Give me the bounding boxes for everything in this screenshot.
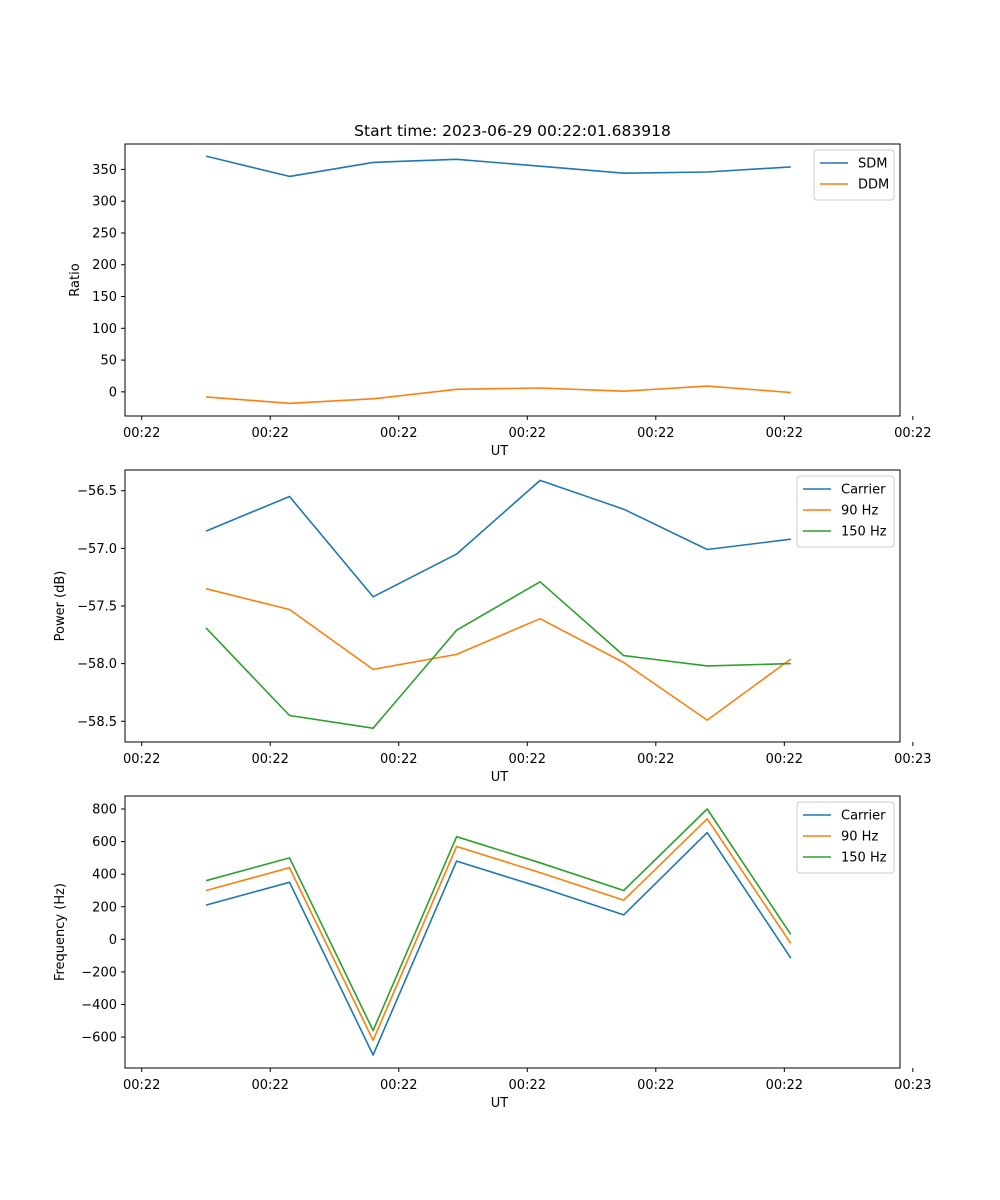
y-tick-label: −600	[81, 1031, 117, 1046]
x-axis-label: UT	[491, 1096, 509, 1111]
x-tick-label: 00:22	[766, 426, 803, 441]
y-tick-label: −57.5	[77, 600, 117, 615]
series-line-carrier	[205, 831, 792, 1056]
y-axis-label: Frequency (Hz)	[53, 883, 68, 981]
y-tick-label: −57.0	[77, 542, 117, 557]
axes-frame	[124, 795, 901, 1069]
legend-box	[796, 801, 895, 874]
x-tick-label: 00:22	[380, 752, 417, 767]
legend-entry: SDM	[858, 157, 887, 172]
x-tick-label: 00:22	[251, 426, 288, 441]
legend-entry: 90 Hz	[841, 830, 878, 845]
x-tick-label: 00:22	[637, 1078, 674, 1093]
y-tick-label: 100	[92, 322, 117, 337]
x-tick-label: 00:22	[380, 426, 417, 441]
y-tick-label: 400	[92, 868, 117, 883]
x-tick-label: 00:22	[251, 1078, 288, 1093]
y-axis-label: Ratio	[68, 263, 83, 296]
y-tick-label: 600	[92, 835, 117, 850]
y-tick-label: 300	[92, 195, 117, 210]
x-axis-label: UT	[491, 770, 509, 785]
legend-entry: 90 Hz	[841, 504, 878, 519]
y-tick-label: 0	[109, 933, 117, 948]
x-tick-label: 00:22	[251, 752, 288, 767]
series-line-90-hz	[205, 817, 792, 1042]
legend-entry: Carrier	[841, 809, 886, 824]
x-tick-label: 00:22	[123, 752, 160, 767]
x-tick-label: 00:22	[509, 426, 546, 441]
x-tick-label: 00:22	[123, 1078, 160, 1093]
y-tick-label: 50	[100, 354, 117, 369]
x-tick-label: 00:23	[894, 1078, 931, 1093]
legend: Carrier 90 Hz 150 Hz	[796, 475, 895, 548]
chart-panel-3: 00:22 00:22 00:22 00:22 00:22 00:22 00:23 −600 −…	[53, 795, 932, 1111]
legend: Carrier 90 Hz 150 Hz	[796, 801, 895, 874]
series-line-90-hz	[205, 587, 792, 721]
chart-panel-1: 00:22 00:22 00:22 00:22 00:22 00:22 00:22 0 50 10…	[68, 122, 932, 459]
x-tick-label: 00:22	[509, 752, 546, 767]
x-tick-label: 00:22	[637, 426, 674, 441]
series-line-150-hz	[205, 808, 792, 1032]
y-tick-label: 250	[92, 226, 117, 241]
chart-title: Start time: 2023-06-29 00:22:01.683918	[354, 122, 671, 140]
legend-entry: Carrier	[841, 483, 886, 498]
y-tick-label: 0	[109, 385, 117, 400]
y-tick-label: −400	[81, 998, 117, 1013]
legend-entry: 150 Hz	[841, 851, 887, 866]
y-axis-label: Power (dB)	[53, 571, 68, 642]
x-tick-label: 00:23	[894, 752, 931, 767]
legend-entry: DDM	[858, 178, 889, 193]
x-tick-label: 00:22	[766, 752, 803, 767]
legend-entry: 150 Hz	[841, 525, 887, 540]
x-tick-label: 00:22	[766, 1078, 803, 1093]
series-line-carrier	[205, 479, 791, 598]
y-tick-label: 800	[92, 803, 117, 818]
series-line-ddm	[205, 385, 791, 405]
y-tick-label: 150	[92, 290, 117, 305]
x-tick-label: 00:22	[637, 752, 674, 767]
legend-box	[796, 475, 895, 548]
series-line-sdm	[205, 155, 791, 178]
y-tick-label: −58.5	[77, 715, 117, 730]
legend: SDM DDM	[813, 149, 895, 201]
x-tick-label: 00:22	[380, 1078, 417, 1093]
x-tick-label: 00:22	[894, 426, 931, 441]
y-tick-label: 200	[92, 258, 117, 273]
x-tick-label: 00:22	[123, 426, 160, 441]
y-tick-label: 350	[92, 163, 117, 178]
y-tick-label: −200	[81, 965, 117, 980]
series-line-150-hz	[205, 580, 791, 730]
axes-frame	[124, 143, 901, 417]
chart-panel-2: 00:22 00:22 00:22 00:22 00:22 00:22 00:23 −58.5…	[53, 469, 932, 785]
y-tick-label: −56.5	[77, 484, 117, 499]
x-tick-label: 00:22	[509, 1078, 546, 1093]
y-tick-label: 200	[92, 900, 117, 915]
x-axis-label: UT	[491, 444, 509, 459]
y-tick-label: −58.0	[77, 657, 117, 672]
